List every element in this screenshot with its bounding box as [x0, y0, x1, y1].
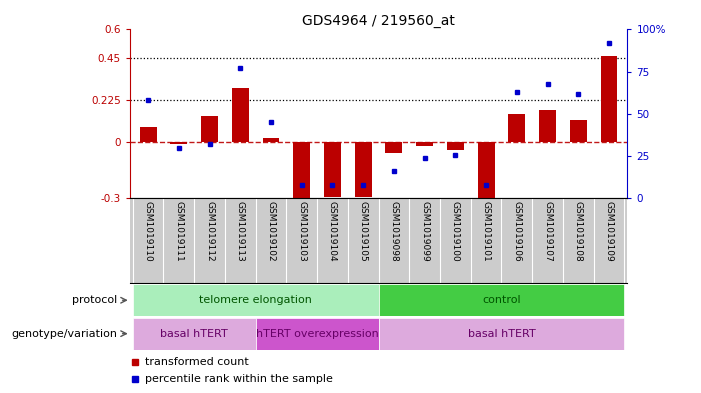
Text: GSM1019099: GSM1019099 — [420, 201, 429, 262]
Bar — [601, 56, 618, 142]
Text: GSM1019103: GSM1019103 — [297, 201, 306, 262]
Bar — [379, 318, 625, 350]
Title: GDS4964 / 219560_at: GDS4964 / 219560_at — [302, 15, 455, 28]
Text: basal hTERT: basal hTERT — [468, 329, 536, 339]
Text: hTERT overexpression: hTERT overexpression — [256, 329, 379, 339]
Bar — [232, 88, 249, 142]
Text: GSM1019112: GSM1019112 — [205, 201, 214, 262]
Text: GSM1019110: GSM1019110 — [144, 201, 153, 262]
Text: GSM1019108: GSM1019108 — [573, 201, 583, 262]
Text: transformed count: transformed count — [144, 357, 248, 367]
Text: GSM1019109: GSM1019109 — [604, 201, 613, 262]
Text: protocol: protocol — [72, 295, 117, 305]
Text: basal hTERT: basal hTERT — [161, 329, 228, 339]
Bar — [416, 142, 433, 146]
Bar — [201, 116, 218, 142]
Text: control: control — [482, 295, 521, 305]
Bar — [263, 138, 280, 142]
Text: telomere elongation: telomere elongation — [199, 295, 312, 305]
Text: GSM1019113: GSM1019113 — [236, 201, 245, 262]
Text: GSM1019102: GSM1019102 — [266, 201, 275, 262]
Text: GSM1019098: GSM1019098 — [389, 201, 398, 262]
Bar — [256, 318, 379, 350]
Text: GSM1019106: GSM1019106 — [512, 201, 522, 262]
Bar — [139, 127, 156, 142]
Bar — [447, 142, 464, 150]
Bar — [477, 142, 494, 198]
Bar — [379, 284, 625, 316]
Text: genotype/variation: genotype/variation — [11, 329, 117, 339]
Bar — [539, 110, 556, 142]
Bar — [570, 119, 587, 142]
Text: GSM1019101: GSM1019101 — [482, 201, 491, 262]
Text: GSM1019104: GSM1019104 — [328, 201, 337, 262]
Bar — [355, 142, 372, 196]
Bar — [132, 284, 379, 316]
Text: percentile rank within the sample: percentile rank within the sample — [144, 374, 332, 384]
Bar — [132, 318, 256, 350]
Text: GSM1019107: GSM1019107 — [543, 201, 552, 262]
Bar — [508, 114, 525, 142]
Text: GSM1019100: GSM1019100 — [451, 201, 460, 262]
Text: GSM1019111: GSM1019111 — [175, 201, 184, 262]
Text: GSM1019105: GSM1019105 — [359, 201, 368, 262]
Bar — [170, 142, 187, 144]
Bar — [293, 142, 310, 202]
Bar — [386, 142, 402, 153]
Bar — [324, 142, 341, 196]
